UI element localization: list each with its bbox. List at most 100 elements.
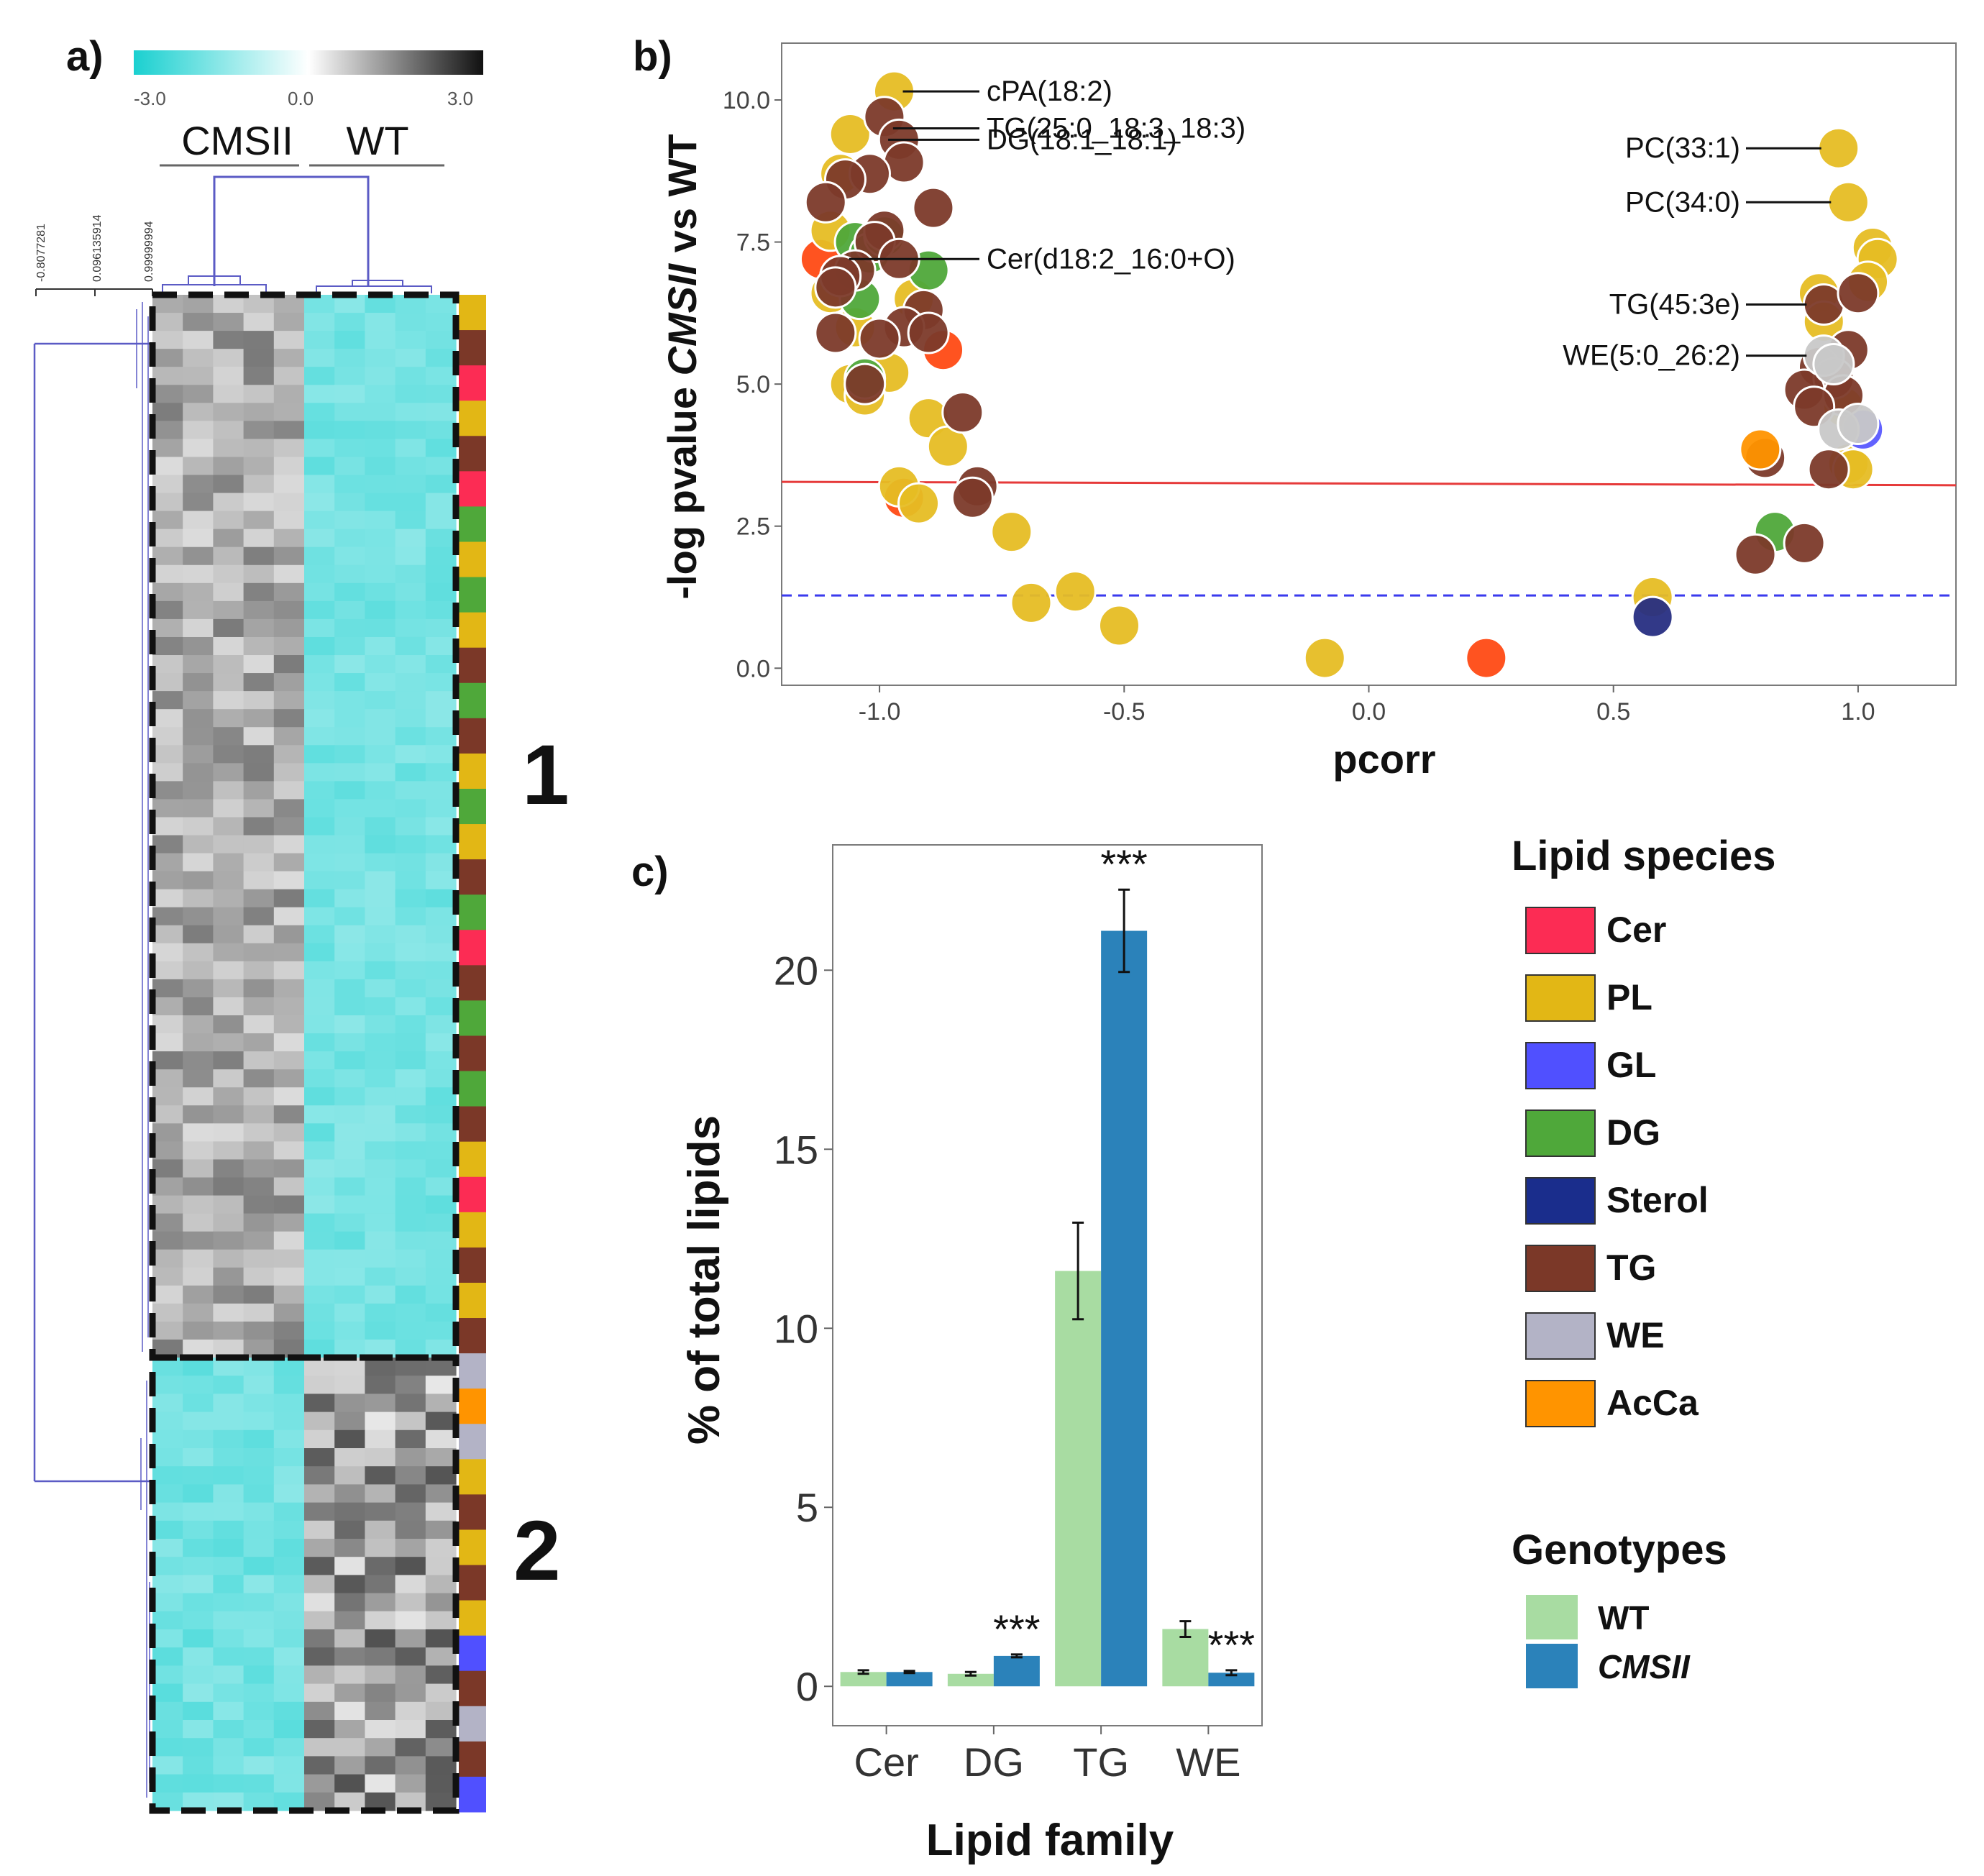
- heatmap-cell: [243, 997, 275, 1016]
- heatmap-cell: [152, 367, 183, 385]
- heatmap-cell: [395, 367, 426, 385]
- heatmap-cell: [183, 961, 214, 980]
- heatmap-cell: [425, 1629, 457, 1648]
- heatmap-cell: [425, 546, 457, 566]
- heatmap-cell: [213, 475, 244, 494]
- heatmap-cell: [334, 763, 365, 782]
- heatmap-cell: [243, 889, 275, 908]
- bar-wt-dg: [947, 1673, 994, 1687]
- heatmap-cell: [183, 1448, 214, 1467]
- heatmap-cell: [213, 439, 244, 458]
- heatmap-cell: [365, 1448, 396, 1467]
- heatmap-cell: [304, 1502, 335, 1522]
- legend-species-title: Lipid species: [1512, 833, 1775, 879]
- heatmap-cell: [243, 1376, 275, 1394]
- heatmap-cell: [395, 1267, 426, 1286]
- heatmap-cell: [334, 1484, 365, 1504]
- heatmap-cell: [334, 781, 365, 800]
- heatmap-cell: [213, 1267, 244, 1286]
- heatmap-cell: [152, 943, 183, 962]
- heatmap-cell: [152, 421, 183, 440]
- heatmap-cell: [213, 1466, 244, 1485]
- heatmap-cell: [183, 1647, 214, 1666]
- heatmap-cell: [243, 1429, 275, 1449]
- point-pl: [828, 112, 872, 155]
- heatmap-cell: [152, 1231, 183, 1250]
- heatmap-cell: [334, 313, 365, 331]
- heatmap-cell: [183, 618, 214, 638]
- heatmap-cell: [152, 618, 183, 638]
- heatmap-cell: [304, 673, 335, 692]
- heatmap-cell: [213, 493, 244, 512]
- heatmap-cell: [273, 1285, 305, 1304]
- heatmap-cell: [213, 961, 244, 980]
- heatmap-cell: [365, 457, 396, 476]
- heatmap-cell: [425, 600, 457, 620]
- heatmap-cell: [183, 1593, 214, 1612]
- heatmap-cell: [213, 1411, 244, 1431]
- heatmap-cell: [183, 655, 214, 674]
- heatmap-cell: [243, 1539, 275, 1557]
- heatmap-cell: [273, 745, 305, 764]
- heatmap-cell: [304, 1683, 335, 1703]
- heatmap-cell: [152, 835, 183, 854]
- heatmap-cell: [425, 1701, 457, 1721]
- heatmap-cell: [425, 1177, 457, 1196]
- heatmap-cell: [334, 1738, 365, 1757]
- heatmap-cell: [334, 1429, 365, 1449]
- heatmap-cell: [365, 997, 396, 1016]
- heatmap-cell: [273, 1701, 305, 1721]
- heatmap-cell: [304, 1033, 335, 1052]
- heatmap-cell: [273, 1683, 305, 1703]
- point-cer: [1465, 636, 1508, 680]
- heatmap-cell: [395, 673, 426, 692]
- heatmap-cell: [273, 1051, 305, 1070]
- row-annotation-dg: [459, 577, 486, 613]
- heatmap-cell: [213, 1647, 244, 1666]
- heatmap-cell: [213, 1105, 244, 1124]
- point-pl: [897, 482, 941, 525]
- heatmap-cell: [183, 1502, 214, 1522]
- row-dendrogram-cluster-1: [136, 302, 149, 1352]
- heatmap-cell: [425, 1195, 457, 1214]
- heatmap-cell: [273, 1033, 305, 1052]
- error-bar: [1072, 1221, 1084, 1321]
- heatmap-cell: [425, 367, 457, 385]
- heatmap-cell: [334, 1683, 365, 1703]
- heatmap-cell: [395, 691, 426, 710]
- legend-swatch-sterol: [1525, 1177, 1596, 1225]
- heatmap-cell: [183, 564, 214, 584]
- heatmap-cell: [334, 673, 365, 692]
- heatmap-cell: [273, 1557, 305, 1575]
- heatmap-cell: [273, 1087, 305, 1106]
- heatmap-cell: [152, 493, 183, 512]
- row-annotation-we: [459, 1424, 486, 1460]
- heatmap-cell: [304, 1195, 335, 1214]
- heatmap-cell: [273, 1774, 305, 1793]
- heatmap-cell: [273, 546, 305, 566]
- heatmap-cell: [365, 961, 396, 980]
- heatmap-cell: [273, 1141, 305, 1161]
- legend-swatch-cmsii: [1526, 1644, 1578, 1688]
- heatmap-cell: [365, 1267, 396, 1286]
- heatmap-cell: [425, 457, 457, 476]
- row-annotation-gl: [459, 1776, 486, 1813]
- heatmap-cell: [365, 655, 396, 674]
- heatmap-cell: [395, 1611, 426, 1630]
- heatmap-cell: [334, 1321, 365, 1340]
- heatmap-cell: [273, 1123, 305, 1142]
- heatmap-cell: [395, 1593, 426, 1612]
- row-dendrogram: [33, 302, 152, 1798]
- heatmap-cell: [395, 1303, 426, 1322]
- heatmap-cell: [213, 1665, 244, 1685]
- heatmap-cell: [334, 727, 365, 746]
- error-bar: [964, 1670, 977, 1677]
- heatmap-cell: [273, 817, 305, 836]
- legend: Lipid species Cer PL GL DG Sterol TG WE AcCa Ge…: [1512, 833, 1775, 1688]
- heatmap-cell: [243, 1015, 275, 1034]
- heatmap-cell: [334, 564, 365, 584]
- heatmap-cell: [304, 367, 335, 385]
- heatmap-cell: [425, 1231, 457, 1250]
- heatmap-cell: [213, 1051, 244, 1070]
- heatmap-cell: [183, 907, 214, 926]
